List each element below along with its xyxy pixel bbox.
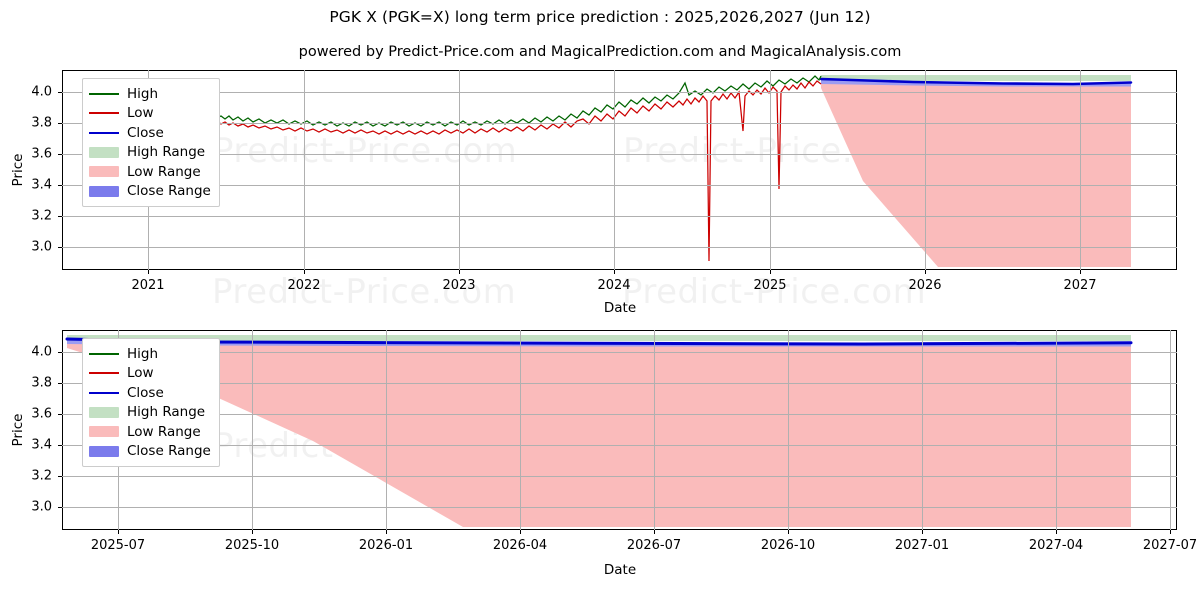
- legend-item-high[interactable]: High: [89, 344, 211, 364]
- y-tick-label: 3.2: [31, 468, 52, 484]
- x-tick-label: 2027: [1063, 278, 1097, 293]
- legend-swatch-close-range-icon: [89, 185, 119, 197]
- y-tick-label: 3.2: [31, 208, 52, 224]
- top-y-axis-title: Price: [10, 153, 26, 187]
- legend-item-low[interactable]: Low: [89, 364, 211, 384]
- top-chart-legend[interactable]: High Low Close High Range Low Range Clos…: [82, 78, 220, 207]
- x-tick-label: 2025-07: [90, 538, 146, 553]
- top-x-axis-title: Date: [603, 300, 637, 316]
- x-tick-label: 2026-10: [760, 538, 816, 553]
- legend-label: High Range: [127, 404, 206, 421]
- legend-swatch-close-icon: [89, 386, 119, 400]
- legend-label: Low: [127, 365, 154, 382]
- legend-swatch-high-icon: [89, 87, 119, 101]
- y-tick-label: 3.0: [31, 499, 52, 515]
- legend-item-close-range[interactable]: Close Range: [89, 442, 211, 462]
- x-tick-label: 2027-07: [1142, 538, 1198, 553]
- legend-item-high-range[interactable]: High Range: [89, 403, 211, 423]
- legend-item-low[interactable]: Low: [89, 104, 211, 124]
- legend-swatch-low-range-icon: [89, 426, 119, 438]
- legend-label: Close: [127, 384, 164, 401]
- bottom-chart-legend[interactable]: High Low Close High Range Low Range Clos…: [82, 338, 220, 467]
- series-low-line: [204, 80, 822, 262]
- bottom-bands: [67, 335, 1131, 527]
- top-series-layer: [204, 75, 1133, 267]
- legend-label: Low: [127, 105, 154, 122]
- legend-item-high[interactable]: High: [89, 84, 211, 104]
- series-high-line: [204, 75, 822, 127]
- legend-label: Close Range: [127, 443, 211, 460]
- x-tick-label: 2021: [131, 278, 165, 293]
- y-tick-label: 3.6: [31, 406, 52, 422]
- legend-label: High: [127, 85, 159, 102]
- band-low-range: [67, 344, 1131, 527]
- page-title: PGK X (PGK=X) long term price prediction…: [329, 8, 871, 26]
- y-tick-label: 3.6: [31, 146, 52, 162]
- x-tick-label: 2026-04: [492, 538, 548, 553]
- x-tick-label: 2027-01: [894, 538, 950, 553]
- x-tick-label: 2026-01: [358, 538, 414, 553]
- legend-label: Close: [127, 124, 164, 141]
- legend-swatch-low-icon: [89, 106, 119, 120]
- legend-item-low-range[interactable]: Low Range: [89, 162, 211, 182]
- x-tick-label: 2025-10: [224, 538, 280, 553]
- legend-swatch-close-range-icon: [89, 445, 119, 457]
- y-tick-label: 3.0: [31, 239, 52, 255]
- band-high-range: [821, 75, 1131, 81]
- legend-label: Low Range: [127, 423, 201, 440]
- y-tick-label: 4.0: [31, 344, 52, 360]
- top-chart-panel: Predict-Price.com Predict-Price.com: [62, 70, 1177, 270]
- band-low-range: [821, 84, 1131, 267]
- top-plot-area: Predict-Price.com Predict-Price.com: [62, 70, 1177, 270]
- legend-swatch-high-range-icon: [89, 146, 119, 158]
- bottom-chart-panel: Predict-Price.com Predict-Price.com: [62, 330, 1177, 530]
- x-tick-label: 2022: [287, 278, 321, 293]
- bottom-y-axis-title: Price: [10, 413, 26, 447]
- y-tick-label: 4.0: [31, 84, 52, 100]
- band-high-range: [67, 335, 1131, 341]
- x-tick-label: 2026-07: [626, 538, 682, 553]
- y-tick-label: 3.8: [31, 115, 52, 131]
- x-tick-label: 2023: [442, 278, 476, 293]
- bottom-x-axis-title: Date: [603, 562, 637, 578]
- x-tick-label: 2025: [753, 278, 787, 293]
- legend-swatch-high-icon: [89, 347, 119, 361]
- page-subtitle: powered by Predict-Price.com and Magical…: [298, 44, 902, 60]
- legend-swatch-low-range-icon: [89, 166, 119, 178]
- legend-swatch-low-icon: [89, 366, 119, 380]
- x-tick-label: 2027-04: [1028, 538, 1084, 553]
- legend-item-high-range[interactable]: High Range: [89, 143, 211, 163]
- y-tick-label: 3.8: [31, 375, 52, 391]
- legend-label: High Range: [127, 144, 206, 161]
- x-tick-label: 2024: [597, 278, 631, 293]
- legend-item-low-range[interactable]: Low Range: [89, 422, 211, 442]
- legend-item-close[interactable]: Close: [89, 123, 211, 143]
- legend-swatch-close-icon: [89, 126, 119, 140]
- y-tick-label: 3.4: [31, 177, 52, 193]
- y-tick-label: 3.4: [31, 437, 52, 453]
- series-close-line: [819, 77, 1133, 86]
- legend-label: Close Range: [127, 183, 211, 200]
- legend-label: High: [127, 345, 159, 362]
- bottom-series-layer: [65, 335, 1133, 527]
- top-bands: [821, 75, 1131, 267]
- legend-label: Low Range: [127, 163, 201, 180]
- bottom-plot-area: Predict-Price.com Predict-Price.com: [62, 330, 1177, 530]
- legend-swatch-high-range-icon: [89, 406, 119, 418]
- x-tick-label: 2026: [908, 278, 942, 293]
- legend-item-close-range[interactable]: Close Range: [89, 182, 211, 202]
- legend-item-close[interactable]: Close: [89, 383, 211, 403]
